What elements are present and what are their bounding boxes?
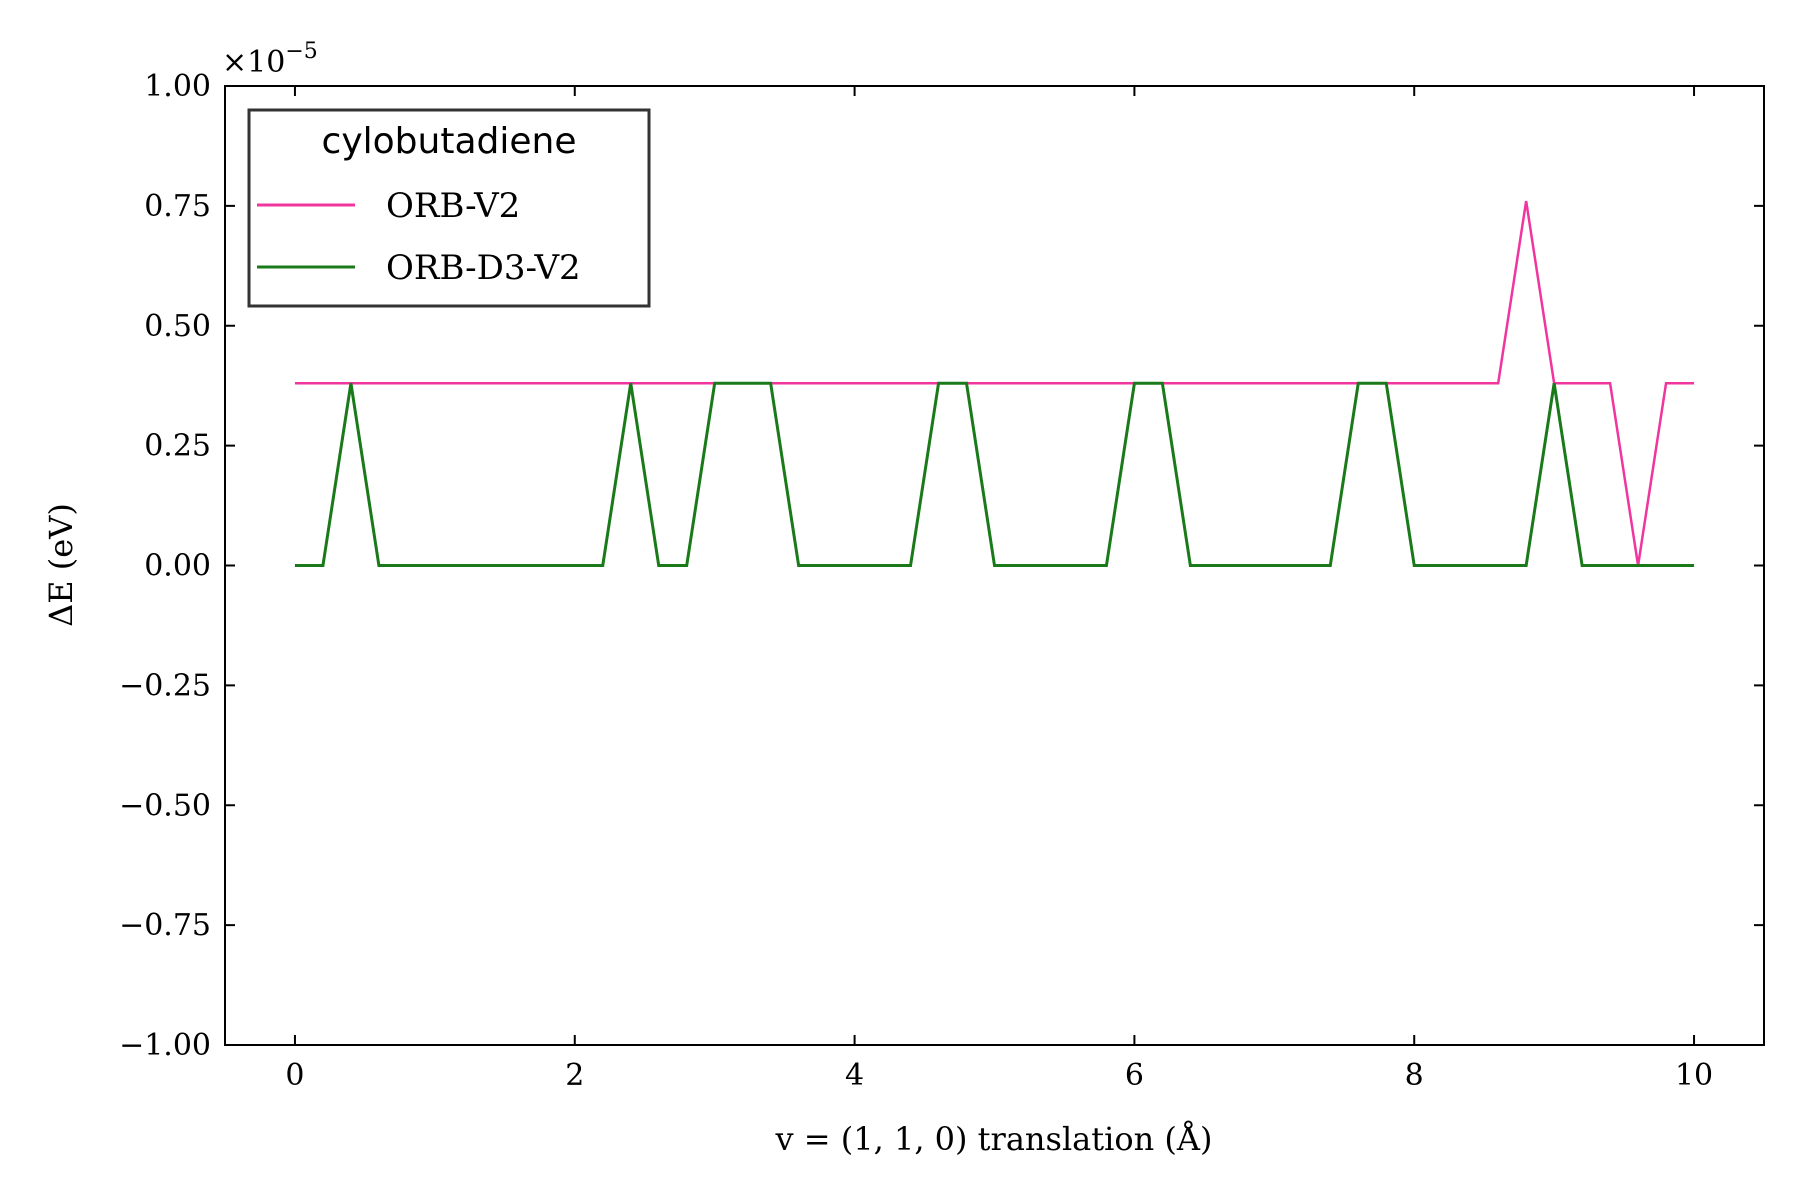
y-multiplier-base: ×10: [222, 45, 285, 80]
y-tick-label: 1.00: [144, 69, 211, 104]
x-tick-label: 0: [285, 1058, 304, 1093]
x-tick-label: 2: [565, 1058, 584, 1093]
y-tick-label: −1.00: [119, 1028, 211, 1063]
y-tick-label: 0.25: [144, 429, 211, 464]
y-axis-label: ΔE (eV): [42, 503, 80, 627]
x-tick-label: 6: [1125, 1058, 1144, 1093]
y-tick-label: 0.00: [144, 549, 211, 584]
x-axis-label: v = (1, 1, 0) translation (Å): [775, 1120, 1213, 1158]
tick-layer: 0 2 4 6 8 10 −1.00 −0.75 −0.50 −0.25 0.00 0.25 0.50 0…: [119, 69, 1764, 1093]
series-line-orb-v2: [294, 200, 1695, 566]
x-tick-label: 8: [1405, 1058, 1424, 1093]
series-line-orb-d3-v2: [294, 381, 1695, 567]
y-tick-label: 0.50: [144, 309, 211, 344]
y-tick-label: −0.75: [119, 908, 211, 943]
legend-label-orb-v2: ORB-V2: [386, 186, 520, 226]
legend-title: cylobutadiene: [322, 121, 577, 162]
y-tick-label: −0.25: [119, 668, 211, 703]
legend: cylobutadiene ORB-V2 ORB-D3-V2: [247, 108, 651, 308]
y-multiplier-exponent: −5: [285, 39, 317, 64]
y-multiplier: ×10−5: [222, 39, 318, 80]
y-tick-label: −0.50: [119, 788, 211, 823]
legend-label-orb-d3-v2: ORB-D3-V2: [386, 248, 581, 288]
y-tick-label: 0.75: [144, 189, 211, 224]
series-layer: [294, 200, 1695, 567]
x-tick-label: 10: [1675, 1058, 1713, 1093]
x-tick-label: 4: [845, 1058, 864, 1093]
legend-box: [247, 108, 651, 308]
